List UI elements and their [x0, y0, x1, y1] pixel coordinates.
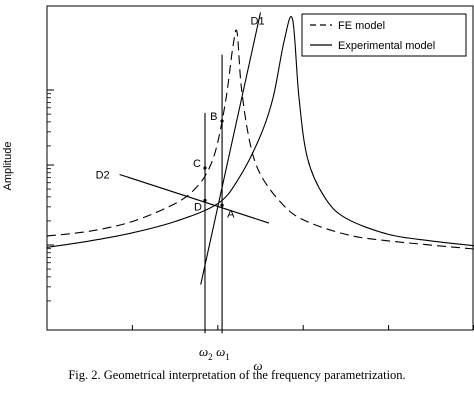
legend-label-experimental-model: Experimental model	[338, 40, 435, 52]
point-marker	[203, 198, 207, 202]
point-label: D	[194, 201, 202, 213]
construction-line-d2	[119, 173, 270, 224]
plot-frame	[46, 5, 474, 331]
point-marker	[220, 203, 224, 207]
legend-label-fe-model: FE model	[338, 20, 385, 32]
y-axis-label: Amplitude	[2, 142, 14, 191]
x-axis-label: ω	[253, 358, 262, 373]
legend: FE model Experimental model	[301, 13, 467, 57]
series-line-experimental-model	[46, 16, 474, 248]
point-label: A	[227, 208, 235, 220]
figure-caption: Fig. 2. Geometrical interpretation of th…	[68, 368, 406, 382]
x-tick-label: ω2	[199, 344, 213, 362]
point-label: B	[210, 111, 217, 123]
series-line-fe-model	[46, 29, 474, 250]
legend-box	[301, 13, 467, 57]
point-marker	[220, 119, 224, 123]
construction-line-d1	[200, 12, 262, 285]
construction-line-label: D1	[251, 15, 265, 27]
point-marker	[203, 166, 207, 170]
construction-line-label: D2	[96, 169, 110, 181]
x-tick-label: ω1	[216, 344, 230, 362]
plot-area: D1 D2 A B C Dω2 ω1	[46, 5, 474, 362]
point-label: C	[193, 158, 201, 170]
